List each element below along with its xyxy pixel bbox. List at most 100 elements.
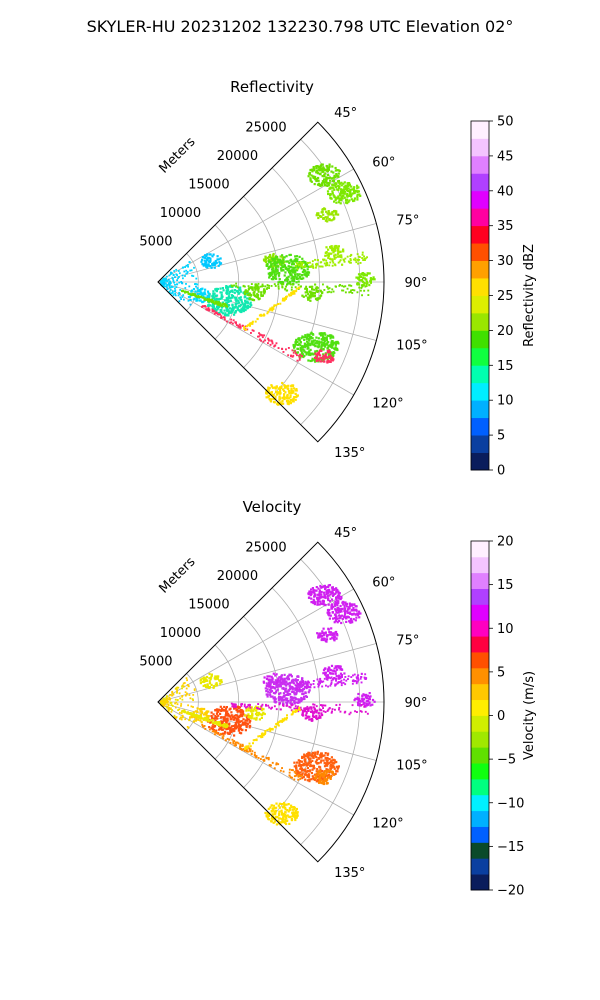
- echo-pixel: [320, 638, 323, 642]
- echo-pixel: [321, 637, 324, 640]
- echo-pixel: [268, 728, 271, 731]
- echo-pixel: [337, 188, 340, 192]
- echo-pixel: [301, 262, 304, 264]
- echo-pixel: [244, 308, 247, 312]
- echo-pixel: [209, 719, 212, 722]
- echo-pixel: [296, 340, 299, 343]
- echo-pixel: [324, 778, 327, 781]
- echo-pixel: [325, 251, 328, 254]
- echo-pixel: [259, 708, 262, 710]
- range-tick-label: 10000: [160, 626, 201, 641]
- echo-pixel: [288, 705, 291, 708]
- echo-pixel: [253, 754, 256, 756]
- echo-pixel: [190, 712, 193, 715]
- echo-pixel: [330, 219, 333, 222]
- echo-pixel: [348, 713, 351, 716]
- echo-pixel: [255, 285, 258, 288]
- echo-pixel: [313, 595, 316, 598]
- echo-pixel: [319, 766, 322, 769]
- echo-pixel: [219, 313, 222, 316]
- echo-pixel: [333, 762, 336, 765]
- echo-pixel: [314, 754, 317, 757]
- echo-pixel: [277, 258, 280, 261]
- echo-pixel: [324, 343, 327, 346]
- echo-pixel: [278, 802, 281, 805]
- echo-pixel: [315, 755, 318, 759]
- echo-pixel: [166, 288, 168, 291]
- echo-pixel: [332, 171, 335, 174]
- echo-pixel: [299, 275, 302, 279]
- echo-pixel: [275, 304, 278, 307]
- echo-pixel: [182, 266, 184, 269]
- echo-pixel: [288, 674, 291, 677]
- echo-pixel: [217, 714, 220, 717]
- echo-pixel: [238, 706, 242, 709]
- echo-pixel: [204, 261, 208, 264]
- echo-pixel: [240, 732, 243, 735]
- colorbar-tick-label: 5: [497, 429, 505, 444]
- echo-pixel: [298, 342, 301, 345]
- echo-pixel: [208, 260, 211, 263]
- echo-pixel: [276, 272, 279, 275]
- echo-pixel: [321, 334, 324, 337]
- echo-pixel: [214, 683, 217, 686]
- echo-pixel: [201, 263, 204, 266]
- echo-pixel: [208, 680, 211, 683]
- echo-pixel: [243, 296, 246, 299]
- echo-pixel: [335, 340, 338, 344]
- echo-pixel: [311, 285, 314, 288]
- echo-pixel: [311, 170, 314, 173]
- range-tick-label: 5000: [139, 235, 172, 250]
- echo-pixel: [326, 351, 329, 354]
- echo-pixel: [303, 707, 306, 710]
- echo-pixel: [239, 289, 242, 292]
- echo-pixel: [341, 617, 344, 620]
- echo-pixel: [309, 764, 312, 767]
- colorbar-swatch: [471, 683, 489, 701]
- echo-pixel: [238, 292, 241, 295]
- echo-pixel: [212, 303, 215, 307]
- velocity-polar-plot: 500010000150002000025000Meters45°60°75°9…: [139, 526, 427, 881]
- angle-tick-label: 105°: [396, 758, 427, 773]
- echo-pixel: [286, 809, 289, 812]
- echo-pixel: [331, 759, 334, 762]
- echo-pixel: [292, 690, 295, 693]
- echo-pixel: [170, 710, 173, 713]
- echo-pixel: [299, 340, 302, 344]
- echo-pixel: [257, 757, 260, 759]
- echo-pixel: [235, 324, 238, 327]
- echo-pixel: [164, 701, 166, 704]
- echo-pixel: [358, 703, 361, 706]
- echo-pixel: [326, 190, 330, 193]
- echo-pixel: [228, 292, 231, 295]
- echo-pixel: [267, 260, 270, 263]
- echo-pixel: [265, 690, 268, 693]
- echo-pixel: [291, 776, 293, 779]
- echo-pixel: [350, 188, 354, 191]
- echo-pixel: [207, 256, 210, 259]
- echo-pixel: [174, 706, 177, 709]
- echo-pixel: [336, 682, 339, 685]
- angle-tick-label: 75°: [396, 634, 419, 649]
- echo-pixel: [268, 681, 271, 684]
- echo-pixel: [332, 605, 335, 608]
- echo-pixel: [295, 679, 298, 682]
- echo-pixel: [344, 710, 347, 713]
- echo-pixel: [189, 269, 192, 272]
- echo-pixel: [293, 815, 296, 818]
- echo-pixel: [335, 677, 338, 680]
- echo-pixel: [199, 679, 202, 682]
- echo-pixel: [344, 187, 347, 190]
- echo-pixel: [250, 706, 253, 709]
- echo-pixel: [230, 294, 233, 297]
- echo-pixel: [335, 599, 338, 602]
- echo-pixel: [315, 705, 318, 708]
- echo-pixel: [273, 345, 276, 348]
- echo-pixel: [321, 782, 324, 785]
- echo-pixel: [184, 275, 186, 277]
- echo-pixel: [346, 195, 349, 198]
- echo-pixel: [269, 687, 272, 690]
- echo-pixel: [320, 261, 323, 264]
- echo-pixel: [186, 291, 189, 294]
- echo-pixel: [169, 694, 171, 696]
